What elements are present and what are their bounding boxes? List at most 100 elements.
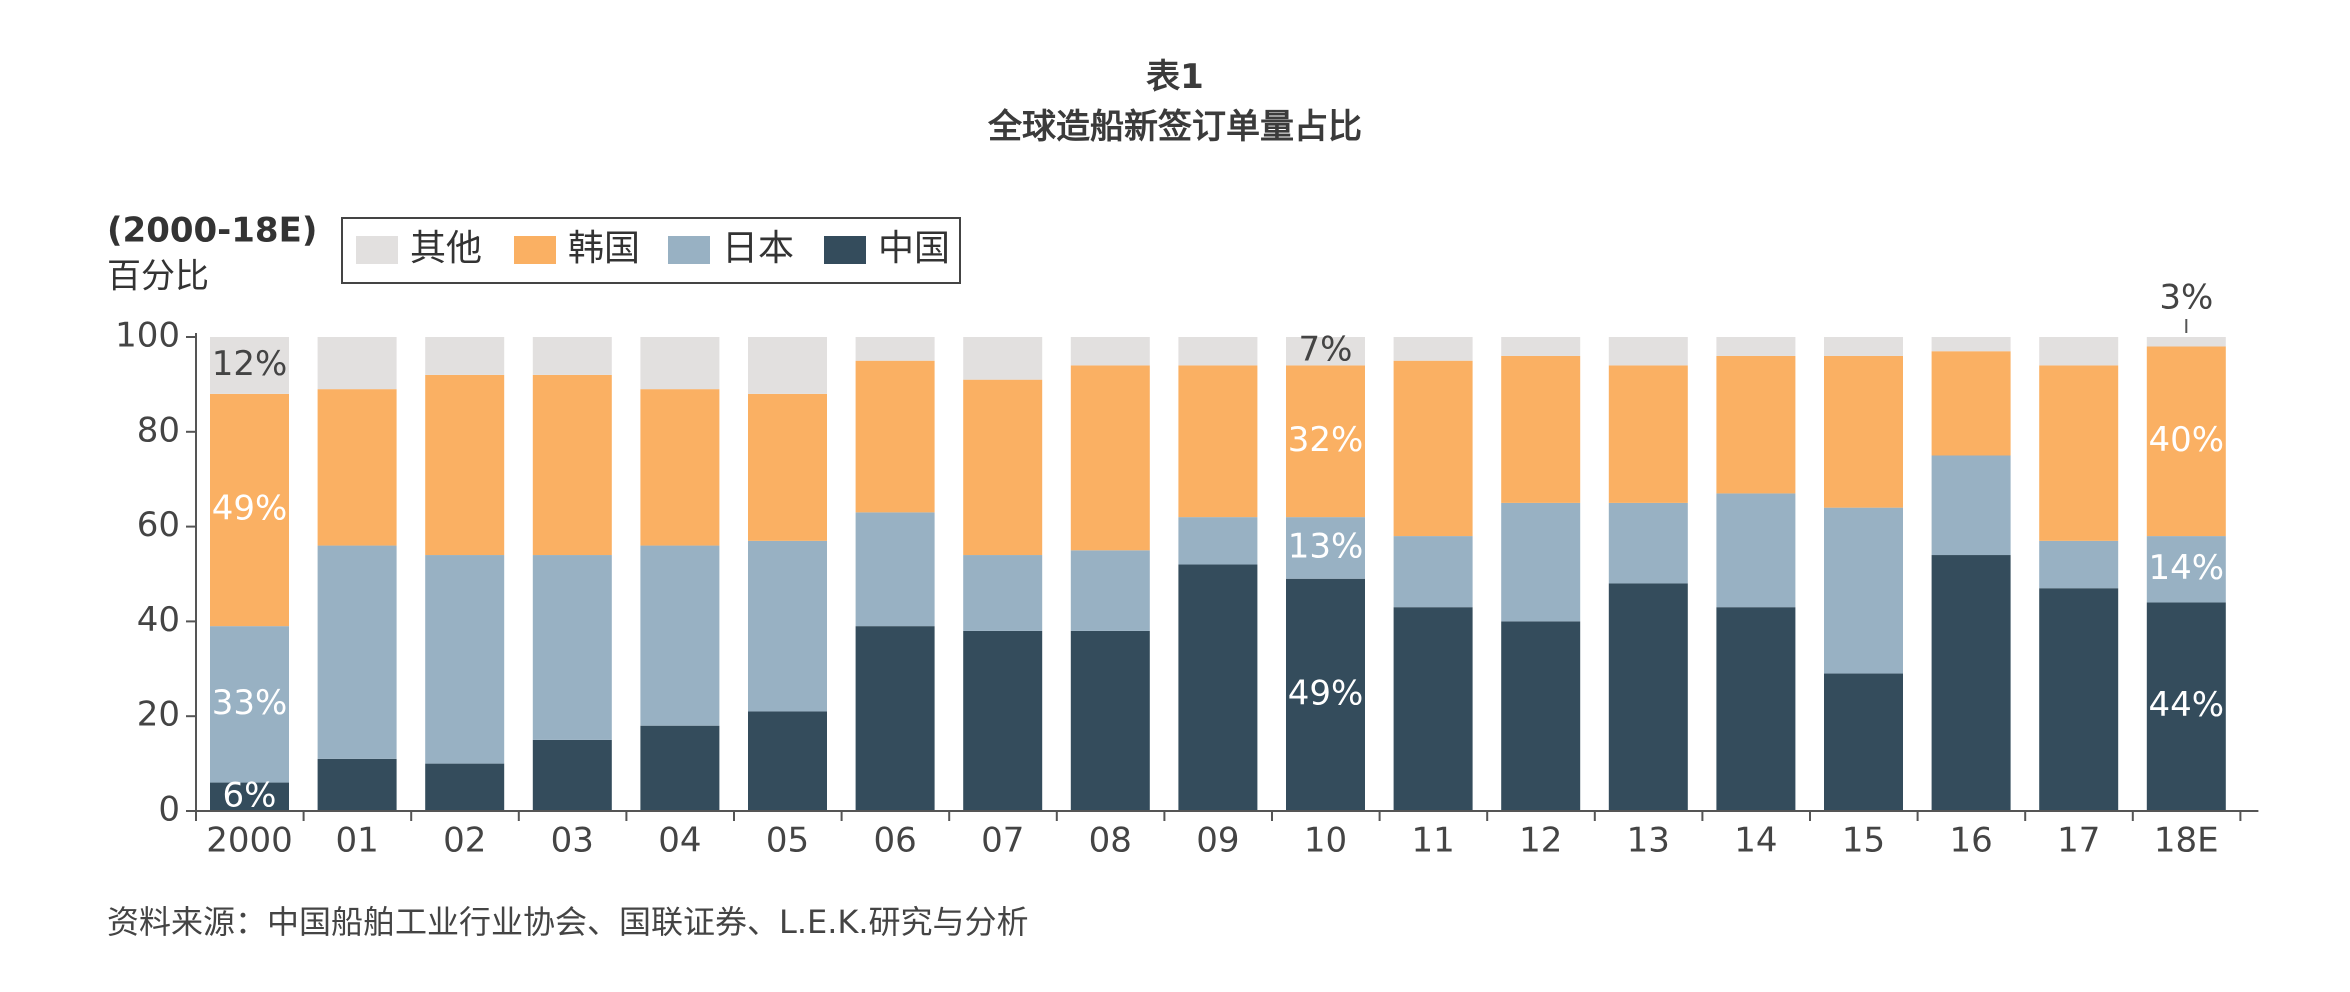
bar-10-日本 <box>1286 517 1365 579</box>
bar-05-日本 <box>748 540 827 712</box>
bar-03-其他 <box>532 337 612 375</box>
bar-2000-韩国 <box>210 393 289 627</box>
bar-11-中国 <box>1393 607 1473 811</box>
x-tick-label-14: 14 <box>1734 821 1777 861</box>
x-tick-label-1: 01 <box>335 821 378 861</box>
bar-03-韩国 <box>532 374 612 556</box>
bar-14-中国 <box>1716 607 1796 811</box>
x-tick-label-8: 08 <box>1089 821 1132 861</box>
bar-06-日本 <box>855 512 935 627</box>
bar-02-韩国 <box>425 374 505 556</box>
bar-05-其他 <box>748 337 827 394</box>
bar-13-中国 <box>1608 583 1688 811</box>
x-tick-label-3: 03 <box>551 821 594 861</box>
bar-18E-中国 <box>2146 602 2226 811</box>
y-tick-label-0: 0 <box>158 790 180 830</box>
bar-01-其他 <box>317 337 397 390</box>
legend-swatch-3 <box>824 236 866 264</box>
legend-swatch-1 <box>514 236 556 264</box>
bar-14-韩国 <box>1716 355 1796 494</box>
bar-13-其他 <box>1608 337 1688 366</box>
x-tick-label-4: 04 <box>658 821 701 861</box>
y-tick-label-5: 100 <box>115 316 180 356</box>
x-tick-label-18: 18E <box>2154 821 2219 861</box>
x-tick-label-5: 05 <box>766 821 809 861</box>
bar-10-韩国 <box>1286 365 1365 518</box>
bar-03-中国 <box>532 739 612 811</box>
bar-05-韩国 <box>748 393 827 541</box>
data-label-0: 12% <box>212 344 288 384</box>
bar-04-韩国 <box>640 389 720 546</box>
bar-13-日本 <box>1608 502 1688 584</box>
bar-08-日本 <box>1070 550 1150 631</box>
bar-17-其他 <box>2039 337 2119 366</box>
data-label-10: 14% <box>2149 548 2225 588</box>
bar-2000-中国 <box>210 782 289 811</box>
data-label-8: 3% <box>2159 278 2213 318</box>
bar-09-其他 <box>1178 337 1258 366</box>
source-note: 资料来源：中国船舶工业行业协会、国联证券、L.E.K.研究与分析 <box>107 903 1029 941</box>
x-tick-label-6: 06 <box>873 821 916 861</box>
legend-label-0: 其他 <box>410 228 482 269</box>
bar-07-韩国 <box>963 379 1043 556</box>
x-tick-label-12: 12 <box>1519 821 1562 861</box>
bar-08-中国 <box>1070 630 1150 811</box>
x-tick-label-7: 07 <box>981 821 1024 861</box>
bar-04-其他 <box>640 337 720 390</box>
bar-08-韩国 <box>1070 365 1150 551</box>
chart-title-block: 表1 全球造船新签订单量占比 <box>0 52 2350 152</box>
bar-04-日本 <box>640 545 720 726</box>
bar-17-中国 <box>2039 588 2119 811</box>
bar-02-其他 <box>425 337 505 375</box>
bar-2000-其他 <box>210 337 289 394</box>
data-label-3: 6% <box>223 775 277 815</box>
x-tick-label-0: 2000 <box>206 821 293 861</box>
bar-06-韩国 <box>855 360 935 513</box>
bar-01-日本 <box>317 545 397 759</box>
y-tick-label-1: 20 <box>137 695 180 735</box>
bar-10-其他 <box>1286 337 1365 366</box>
bar-07-中国 <box>963 630 1043 811</box>
bar-09-中国 <box>1178 564 1258 811</box>
chart-title-number: 表1 <box>1146 57 1204 97</box>
data-label-11: 44% <box>2149 685 2225 725</box>
x-tick-label-11: 11 <box>1411 821 1454 861</box>
bar-06-其他 <box>855 337 935 361</box>
chart-title: 全球造船新签订单量占比 <box>988 107 1362 147</box>
x-tick-label-2: 02 <box>443 821 486 861</box>
bar-01-韩国 <box>317 389 397 546</box>
y-tick-label-3: 60 <box>137 505 180 545</box>
y-tick-label-2: 40 <box>137 600 180 640</box>
legend-swatch-0 <box>356 236 398 264</box>
bar-12-其他 <box>1501 337 1581 356</box>
bar-16-其他 <box>1931 337 2011 352</box>
bar-17-韩国 <box>2039 365 2119 541</box>
bar-02-日本 <box>425 555 505 764</box>
data-label-9: 40% <box>2149 420 2225 460</box>
bar-07-其他 <box>963 337 1043 380</box>
bar-11-韩国 <box>1393 360 1473 537</box>
bar-09-韩国 <box>1178 365 1258 518</box>
legend-box <box>341 217 961 284</box>
legend-swatch-2 <box>668 236 710 264</box>
bar-14-其他 <box>1716 337 1796 356</box>
bar-08-其他 <box>1070 337 1150 366</box>
bar-18E-其他 <box>2146 337 2226 347</box>
bar-06-中国 <box>855 626 935 811</box>
bar-18E-日本 <box>2146 536 2226 603</box>
legend-label-2: 日本 <box>722 228 794 269</box>
bar-15-其他 <box>1824 337 1903 356</box>
bar-16-韩国 <box>1931 351 2011 456</box>
bar-15-韩国 <box>1824 355 1903 508</box>
bar-05-中国 <box>748 711 827 811</box>
x-tick-label-9: 09 <box>1196 821 1239 861</box>
y-units-label: (2000-18E) <box>107 211 317 251</box>
bar-14-日本 <box>1716 493 1796 608</box>
data-label-4: 7% <box>1299 330 1353 370</box>
bar-07-日本 <box>963 555 1043 631</box>
bar-01-中国 <box>317 758 397 811</box>
bar-11-日本 <box>1393 536 1473 608</box>
bar-12-中国 <box>1501 621 1581 811</box>
x-tick-label-15: 15 <box>1842 821 1885 861</box>
bar-11-其他 <box>1393 337 1473 361</box>
